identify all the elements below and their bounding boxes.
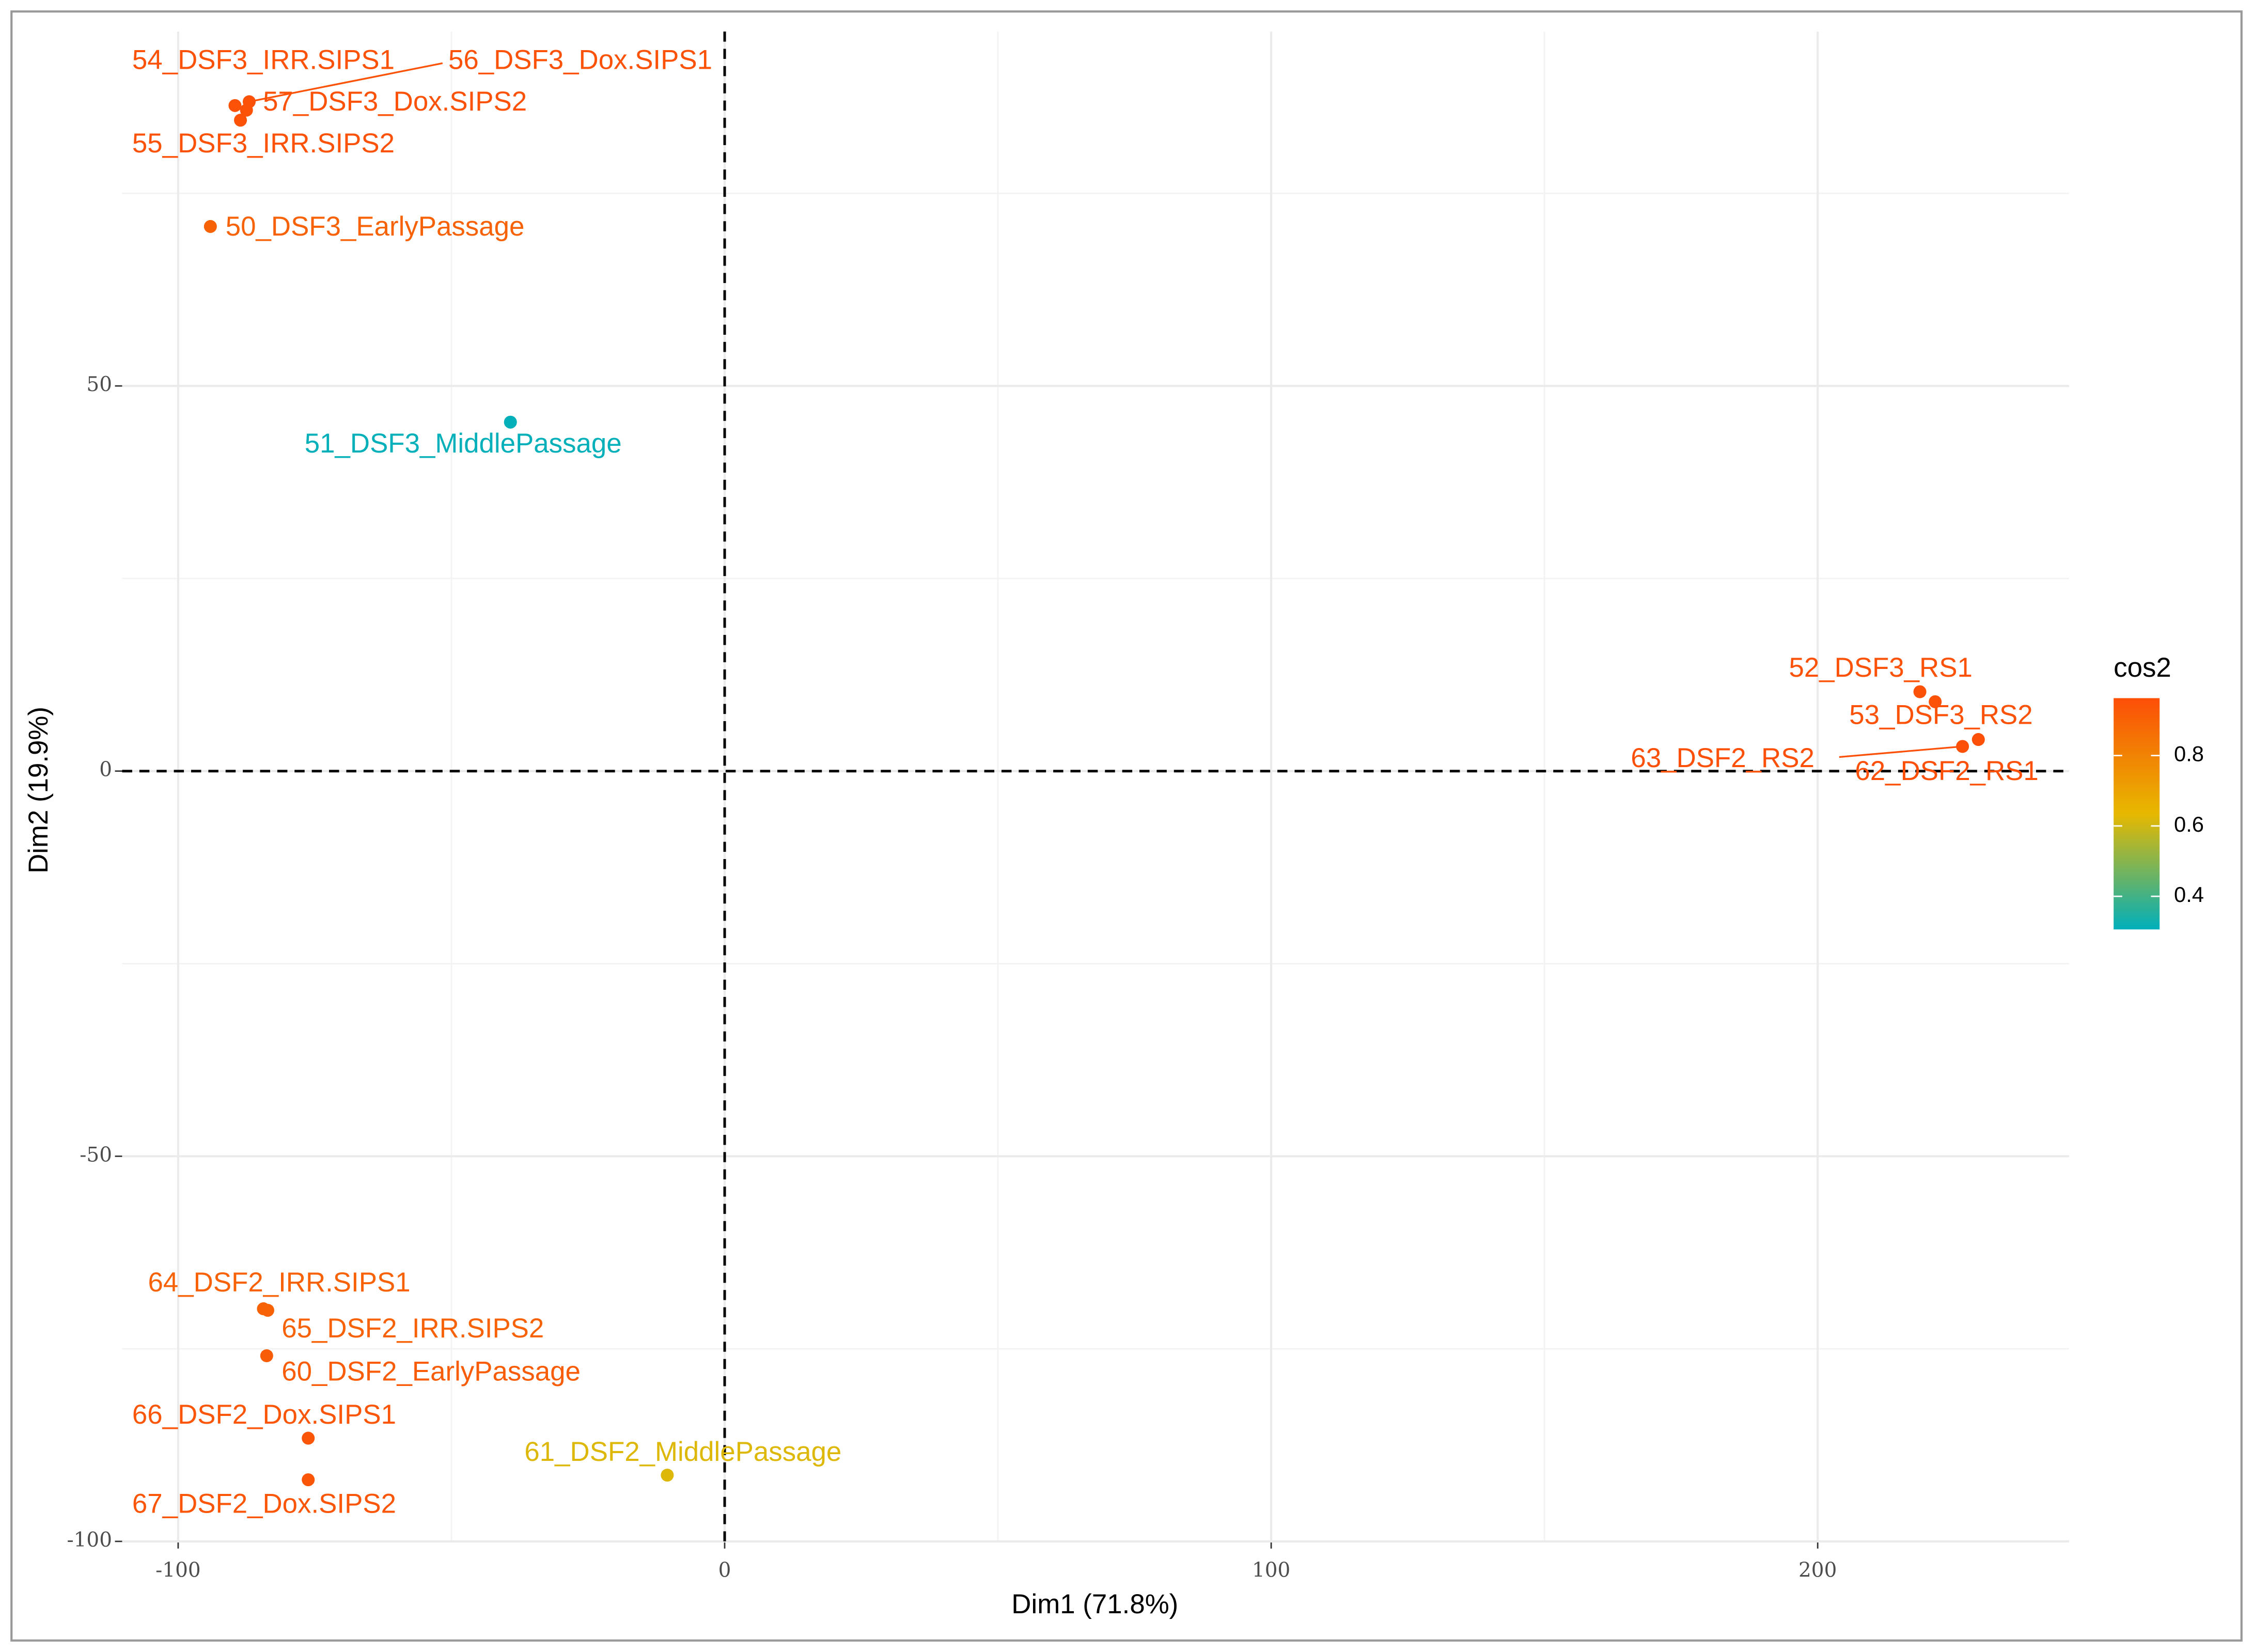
colorbar-label: 0.8 <box>2174 742 2204 766</box>
x-tick-label: 100 <box>1252 1559 1290 1582</box>
point-label: 50_DSF3_EarlyPassage <box>226 211 525 242</box>
leader-line <box>1839 745 1963 758</box>
point <box>302 1473 315 1487</box>
legend-title: cos2 <box>2114 652 2171 683</box>
x-tick-label: 0 <box>718 1559 731 1582</box>
frame <box>10 10 2243 1642</box>
point-label: 64_DSF2_IRR.SIPS1 <box>148 1267 411 1298</box>
y-axis-title: Dim2 (19.9%) <box>23 707 54 874</box>
point-label: 63_DSF2_RS2 <box>1631 743 1814 773</box>
point-label: 67_DSF2_Dox.SIPS2 <box>132 1488 396 1519</box>
point <box>302 1431 315 1445</box>
point <box>661 1469 674 1482</box>
point-label: 62_DSF2_RS1 <box>1855 756 2038 786</box>
point-label: 66_DSF2_Dox.SIPS1 <box>132 1399 396 1430</box>
y-tick-label: 0 <box>99 758 112 782</box>
point-label: 53_DSF3_RS2 <box>1849 700 2032 730</box>
point <box>228 99 242 112</box>
x-tick-label: -100 <box>155 1559 200 1582</box>
y-tick-label: -100 <box>67 1529 112 1552</box>
point <box>260 1349 273 1363</box>
point-label: 60_DSF2_EarlyPassage <box>281 1356 581 1386</box>
colorbar-label: 0.6 <box>2174 812 2204 836</box>
y-tick-label: 50 <box>86 373 112 396</box>
point <box>1972 733 1985 746</box>
point-label: 55_DSF3_IRR.SIPS2 <box>132 128 395 159</box>
point <box>1913 685 1927 698</box>
point-label: 54_DSF3_IRR.SIPS1 <box>132 45 395 75</box>
colorbar-label: 0.4 <box>2174 882 2204 907</box>
point-label: 61_DSF2_MiddlePassage <box>524 1437 841 1467</box>
point-label: 51_DSF3_MiddlePassage <box>305 428 622 459</box>
point-label: 52_DSF3_RS1 <box>1789 652 1972 683</box>
point <box>504 415 517 429</box>
point <box>1956 740 1969 753</box>
point-label: 57_DSF3_Dox.SIPS2 <box>263 86 527 117</box>
point <box>261 1304 274 1317</box>
point <box>204 220 217 233</box>
x-axis-title: Dim1 (71.8%) <box>1011 1589 1178 1619</box>
colorbar <box>2114 698 2160 930</box>
point-label: 65_DSF2_IRR.SIPS2 <box>281 1313 544 1344</box>
leader-line <box>249 62 443 103</box>
point <box>234 114 247 127</box>
point <box>240 103 253 117</box>
y-tick-label: -50 <box>80 1143 112 1166</box>
x-tick-label: 200 <box>1798 1559 1837 1582</box>
point <box>1929 695 1942 709</box>
point-label: 56_DSF3_Dox.SIPS1 <box>448 45 712 75</box>
